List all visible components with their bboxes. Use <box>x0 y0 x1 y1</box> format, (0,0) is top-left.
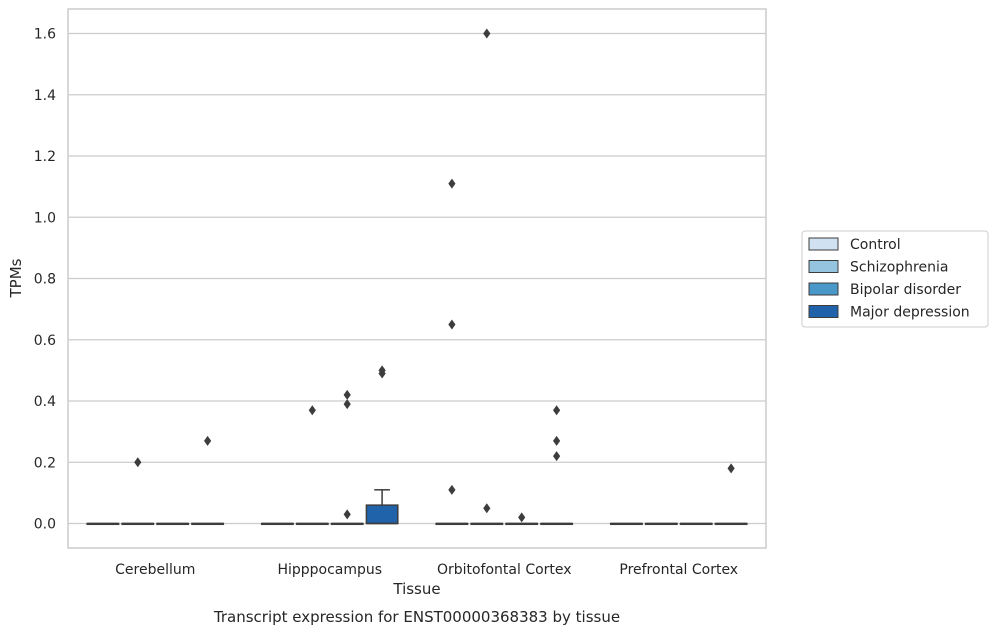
legend-label: Schizophrenia <box>850 260 948 276</box>
outlier-point <box>553 435 561 446</box>
x-axis-label: Tissue <box>392 580 440 598</box>
outlier-point <box>483 503 491 514</box>
box-group <box>295 405 329 526</box>
outlier-point <box>378 368 386 379</box>
box-group <box>86 522 120 526</box>
box-group <box>121 457 155 526</box>
x-tick-label: Hipppocampus <box>277 562 382 578</box>
outlier-point <box>343 399 351 410</box>
y-tick-label: 0.2 <box>34 455 56 471</box>
box-group <box>435 178 469 526</box>
box-group <box>505 512 539 526</box>
boxes <box>86 28 748 526</box>
y-tick-label: 1.4 <box>34 88 56 104</box>
y-tick-label: 1.0 <box>34 210 56 226</box>
box <box>365 504 399 525</box>
box-group <box>470 28 504 526</box>
legend-swatch <box>808 282 839 296</box>
legend: Control Schizophrenia Bipolar disorder Majo… <box>801 230 989 328</box>
box-group <box>714 463 748 526</box>
box-group <box>365 365 399 525</box>
box-group <box>679 522 713 526</box>
outlier-point <box>448 484 456 495</box>
legend-label: Major depression <box>850 305 970 321</box>
y-axis-ticks: 0.0 0.2 0.4 0.6 0.8 1.0 1.2 1.4 1.6 <box>34 27 56 533</box>
outlier-point <box>134 457 142 468</box>
outlier-point <box>483 28 491 39</box>
box-group <box>260 522 294 526</box>
outlier-point <box>518 512 526 523</box>
box-group <box>540 405 574 526</box>
legend-swatch <box>808 305 839 318</box>
outlier-point <box>204 435 212 446</box>
outlier-point <box>553 405 561 416</box>
outlier-point <box>308 405 316 416</box>
box-group <box>156 522 190 526</box>
outlier-point <box>448 178 456 189</box>
box-group <box>609 522 643 526</box>
outlier-point <box>448 319 456 330</box>
outlier-point <box>553 451 561 462</box>
y-tick-label: 0.6 <box>34 333 56 349</box>
y-tick-label: 0.0 <box>34 517 56 533</box>
legend-label: Bipolar disorder <box>850 282 961 298</box>
y-tick-label: 1.2 <box>34 149 56 165</box>
x-tick-label: Prefrontal Cortex <box>619 562 738 578</box>
x-tick-label: Cerebellum <box>115 562 195 578</box>
outlier-point <box>343 389 351 400</box>
box-group <box>330 389 364 526</box>
y-tick-label: 0.4 <box>34 394 56 410</box>
legend-swatch <box>808 260 839 273</box>
y-tick-label: 1.6 <box>34 27 56 43</box>
legend-swatch <box>808 237 839 251</box>
x-axis-ticks: Cerebellum Hipppocampus Orbitofontal Corte… <box>115 562 738 578</box>
legend-label: Control <box>850 237 901 253</box>
outlier-point <box>343 509 351 520</box>
box-group <box>644 522 678 526</box>
box-group <box>191 435 225 526</box>
chart-caption: Transcript expression for ENST0000036838… <box>213 608 620 626</box>
y-tick-label: 0.8 <box>34 272 56 288</box>
legend-frame <box>801 230 989 328</box>
outlier-point <box>727 463 735 474</box>
plot-frame <box>67 8 767 549</box>
y-axis-label: TPMs <box>7 258 25 298</box>
grid-lines <box>68 32 766 525</box>
x-tick-label: Orbitofontal Cortex <box>437 562 572 578</box>
